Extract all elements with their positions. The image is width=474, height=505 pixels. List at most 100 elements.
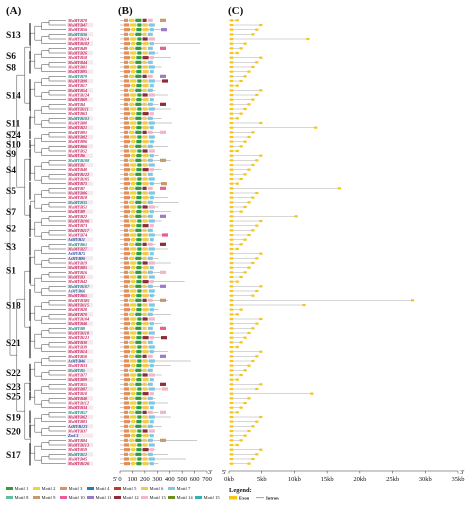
motif-box bbox=[130, 443, 137, 447]
motif-box bbox=[137, 317, 142, 321]
exon-box bbox=[230, 224, 234, 227]
motif-box bbox=[147, 116, 153, 120]
exon-box bbox=[247, 70, 251, 73]
exon-box bbox=[314, 126, 318, 129]
gene-name-bg bbox=[67, 228, 93, 233]
motif-box bbox=[124, 121, 129, 125]
motif-box bbox=[135, 256, 142, 260]
motif-box bbox=[149, 364, 154, 368]
gene-name-bg bbox=[67, 158, 93, 163]
exon-box bbox=[255, 257, 259, 260]
exon-box bbox=[230, 308, 234, 311]
motif-box bbox=[130, 135, 137, 139]
motif-box bbox=[148, 51, 155, 55]
gene-name: MaMYB57 bbox=[67, 410, 88, 415]
gene-name: MaMYB18 bbox=[67, 195, 88, 200]
motif-box bbox=[160, 158, 166, 162]
gene-name: MaMYB49 bbox=[67, 46, 88, 51]
exon-box bbox=[230, 401, 234, 405]
exon-box bbox=[255, 453, 259, 456]
motif-box bbox=[129, 102, 135, 106]
motif-box bbox=[142, 275, 148, 279]
motif-box bbox=[142, 457, 148, 461]
exon-box bbox=[247, 462, 251, 465]
gene-name: MaMYB118 bbox=[67, 331, 90, 336]
legend-swatch bbox=[33, 487, 40, 490]
group-label: S10 bbox=[6, 141, 21, 151]
gene-name-bg bbox=[67, 358, 93, 364]
group-label: S19 bbox=[6, 414, 21, 424]
motif-box bbox=[142, 60, 147, 64]
exon-box bbox=[230, 70, 234, 73]
gene-name: MaMYB112 bbox=[67, 401, 89, 406]
motif-box bbox=[136, 350, 142, 354]
motif-box bbox=[142, 126, 149, 130]
group-label: S24 bbox=[6, 131, 21, 141]
exon-box bbox=[247, 103, 251, 106]
motif-box bbox=[148, 331, 155, 335]
exon-box bbox=[239, 341, 243, 344]
motif-box bbox=[129, 396, 135, 400]
motif-box bbox=[160, 284, 166, 288]
exon-box bbox=[239, 406, 243, 409]
motif-box bbox=[137, 79, 142, 83]
motif-box bbox=[130, 107, 137, 111]
motif-box bbox=[142, 401, 148, 405]
motif-box bbox=[149, 448, 154, 452]
motif-box bbox=[130, 65, 137, 69]
gene-name-bg bbox=[67, 405, 93, 410]
motif-box bbox=[124, 158, 128, 162]
gene-axis-tick: 20kb bbox=[353, 476, 366, 483]
motif-box bbox=[129, 354, 135, 358]
exon-box bbox=[255, 224, 259, 227]
motif-axis-tick: 200 bbox=[140, 476, 150, 483]
exon-box bbox=[230, 233, 234, 237]
motif-box bbox=[130, 93, 137, 97]
gene-name: MaMYB87 bbox=[67, 387, 88, 392]
motif-box bbox=[124, 56, 130, 60]
gene-name-bg bbox=[67, 116, 93, 121]
motif-box bbox=[137, 233, 142, 237]
motif-box bbox=[142, 84, 149, 88]
motif-box bbox=[142, 182, 149, 186]
motif-box bbox=[131, 252, 136, 256]
motif-box bbox=[124, 228, 128, 232]
exon-box bbox=[251, 33, 255, 36]
gene-name: MaMYB63 bbox=[67, 111, 87, 116]
gene-name: MaMYB5 bbox=[67, 368, 85, 373]
motif-box bbox=[142, 144, 147, 148]
motif-box bbox=[136, 392, 142, 396]
exon-box bbox=[294, 215, 298, 218]
motif-box bbox=[147, 74, 153, 78]
legend-swatch bbox=[114, 487, 121, 490]
exon-box bbox=[247, 397, 251, 400]
panel-label-c: (C) bbox=[228, 5, 244, 17]
motif-box bbox=[148, 121, 155, 125]
motif-box bbox=[131, 210, 136, 214]
exon-box bbox=[259, 121, 263, 125]
exon-box bbox=[230, 261, 234, 265]
motif-box bbox=[131, 238, 136, 242]
motif-box bbox=[161, 28, 167, 32]
gene-name-bg bbox=[67, 190, 93, 196]
group-label: S22 bbox=[6, 369, 21, 379]
motif-box bbox=[142, 331, 148, 335]
motif-box bbox=[142, 359, 148, 363]
motif-box bbox=[142, 46, 147, 50]
gene-name: MaMYB91 bbox=[67, 130, 87, 135]
motif-box bbox=[142, 289, 148, 293]
motif-box bbox=[124, 438, 128, 442]
gene-name-bg bbox=[67, 167, 93, 172]
motif-box bbox=[129, 284, 135, 288]
exon-box bbox=[259, 252, 263, 255]
group-label: S14 bbox=[6, 92, 21, 102]
motif-box bbox=[142, 102, 147, 106]
motif-box bbox=[142, 312, 147, 316]
legend-label: Motif 10 bbox=[69, 495, 86, 500]
group-label: S20 bbox=[6, 428, 21, 438]
motif-box bbox=[148, 65, 155, 69]
motif-box bbox=[160, 354, 166, 358]
exon-box bbox=[230, 238, 234, 241]
motif-box bbox=[149, 266, 154, 270]
exon-box bbox=[230, 387, 234, 391]
